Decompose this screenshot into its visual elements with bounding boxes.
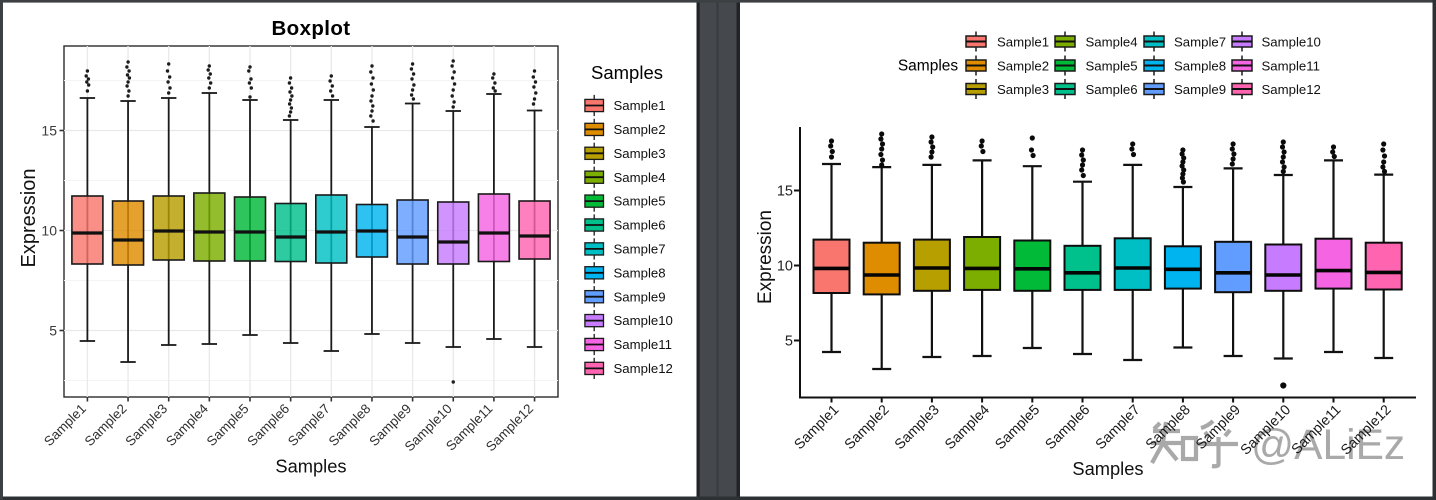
svg-text:Sample9: Sample9 [1174,82,1226,97]
svg-text:Sample4: Sample4 [614,170,666,185]
svg-text:Samples: Samples [275,456,346,477]
svg-text:5: 5 [785,334,793,350]
svg-text:Sample2: Sample2 [614,122,666,137]
svg-text:Boxplot: Boxplot [271,17,350,40]
svg-text:Sample11: Sample11 [1262,58,1320,73]
svg-text:Sample10: Sample10 [614,313,673,328]
svg-text:Samples: Samples [898,58,959,75]
svg-text:Expression: Expression [755,210,776,304]
svg-text:@ALiEz: @ALiEz [1251,422,1405,469]
svg-text:Sample3: Sample3 [997,82,1049,97]
svg-text:Sample2: Sample2 [997,58,1049,73]
svg-text:Sample10: Sample10 [1262,34,1321,49]
svg-text:Samples: Samples [591,62,663,83]
svg-text:Sample12: Sample12 [614,361,673,376]
svg-text:Sample12: Sample12 [1262,82,1321,97]
svg-text:Sample3: Sample3 [614,146,666,161]
svg-text:Sample6: Sample6 [614,218,666,233]
svg-text:Sample6: Sample6 [1086,82,1138,97]
svg-text:Sample8: Sample8 [614,265,666,280]
svg-text:Sample1: Sample1 [997,34,1049,49]
svg-text:Sample9: Sample9 [614,289,666,304]
svg-text:Expression: Expression [18,169,40,268]
svg-text:15: 15 [777,184,793,200]
svg-text:Sample11: Sample11 [614,337,672,352]
svg-text:15: 15 [41,123,57,139]
svg-text:Sample5: Sample5 [1086,58,1138,73]
svg-text:Sample7: Sample7 [1174,34,1226,49]
svg-text:10: 10 [41,223,57,239]
svg-text:Sample5: Sample5 [614,194,666,209]
svg-text:10: 10 [777,259,793,275]
svg-text:Sample4: Sample4 [1086,34,1138,49]
svg-text:Sample8: Sample8 [1174,58,1226,73]
svg-text:Samples: Samples [1072,458,1143,479]
svg-text:Sample1: Sample1 [614,98,666,113]
svg-text:5: 5 [49,323,57,339]
svg-text:Sample7: Sample7 [614,242,666,257]
